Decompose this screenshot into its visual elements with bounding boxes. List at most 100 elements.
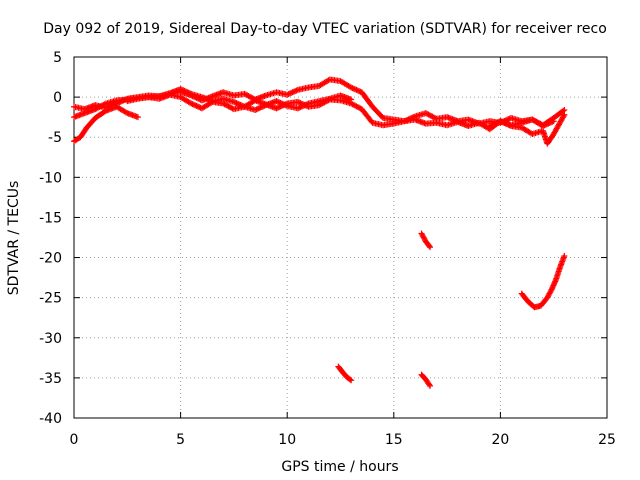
y-tick-label: -40 [39,411,62,427]
data-point [274,98,281,105]
data-point [134,114,141,121]
data-point [256,105,263,112]
data-point [350,85,357,92]
data-point [193,102,200,109]
data-point [356,88,363,95]
data-point [354,87,361,94]
data-point [546,119,553,126]
series-arc-7 [418,230,434,251]
data-point [278,100,285,107]
data-point [300,102,307,109]
series-arc-4 [124,86,355,113]
data-point [560,107,567,114]
data-point [561,252,568,259]
data-point [561,111,568,118]
data-point [181,87,188,94]
data-point [545,120,552,127]
data-point [294,98,301,105]
x-tick-label: 5 [176,432,185,448]
data-point [232,99,239,106]
plot-frame [73,56,608,419]
data-point [490,121,497,128]
data-point [190,101,197,108]
data-point [501,119,508,126]
data-point [560,113,567,120]
y-tick-label: 0 [53,90,62,106]
data-point [549,283,556,290]
data-point [236,101,243,108]
data-point [281,101,288,108]
data-point [505,116,512,123]
y-tick-label: -15 [39,210,62,226]
data-point [552,278,559,285]
data-point [497,118,504,125]
data-point [185,89,192,96]
data-point [542,121,549,128]
data-point [293,87,300,94]
data-point [188,100,195,107]
data-point [288,89,295,96]
axis-ticks [73,56,608,419]
data-point [544,121,551,128]
tick-labels: 0 5 10 15 20 25 5 0 -5 -10 -15 -20 -25 -30 -35 -40 [39,50,616,448]
x-tick-label: 10 [278,432,296,448]
data-point [194,103,201,110]
data-point [122,109,129,116]
data-points [71,76,568,389]
data-point [189,101,196,108]
data-point [238,102,245,109]
data-point [296,99,303,106]
data-point [541,122,548,129]
data-point [548,286,555,293]
data-point [233,100,240,107]
data-point [494,119,501,126]
series-arc-3 [71,103,141,145]
data-point [178,86,185,93]
data-point [234,100,241,107]
data-point [349,85,356,92]
data-point [253,106,260,113]
data-point [505,121,512,128]
x-tick-label: 0 [70,432,79,448]
data-point [182,88,189,95]
data-point [294,105,301,112]
y-tick-label: -25 [39,291,62,307]
data-point [298,103,305,110]
data-point [353,86,360,93]
data-point [289,89,296,96]
data-point [257,104,264,111]
data-point [492,120,499,127]
data-point [186,90,193,97]
x-tick-label: 15 [385,432,403,448]
data-point [489,121,496,128]
y-axis-label: SDTVAR / TECUs [6,181,22,296]
data-point [274,104,281,111]
data-point [426,381,433,388]
series-arc-6 [518,252,568,311]
y-tick-label: -10 [39,170,62,186]
y-tick-label: -5 [48,130,62,146]
data-point [506,122,513,129]
data-point [230,98,237,105]
data-point [302,101,309,108]
data-point [551,281,558,288]
data-point [427,382,434,389]
data-point [547,287,554,294]
data-point [550,118,557,125]
data-point [252,106,259,113]
series-arc-9 [418,371,434,389]
data-point [550,282,557,289]
data-point [348,96,355,103]
data-point [177,86,184,93]
data-point [551,279,558,286]
series-arc-5 [486,111,568,147]
y-tick-label: 5 [53,50,62,66]
x-tick-label: 20 [491,432,509,448]
data-point [549,285,556,292]
data-point [427,244,434,251]
x-axis-label: GPS time / hours [281,459,398,475]
data-point [292,88,299,95]
data-point [304,101,311,108]
data-point [261,102,268,109]
